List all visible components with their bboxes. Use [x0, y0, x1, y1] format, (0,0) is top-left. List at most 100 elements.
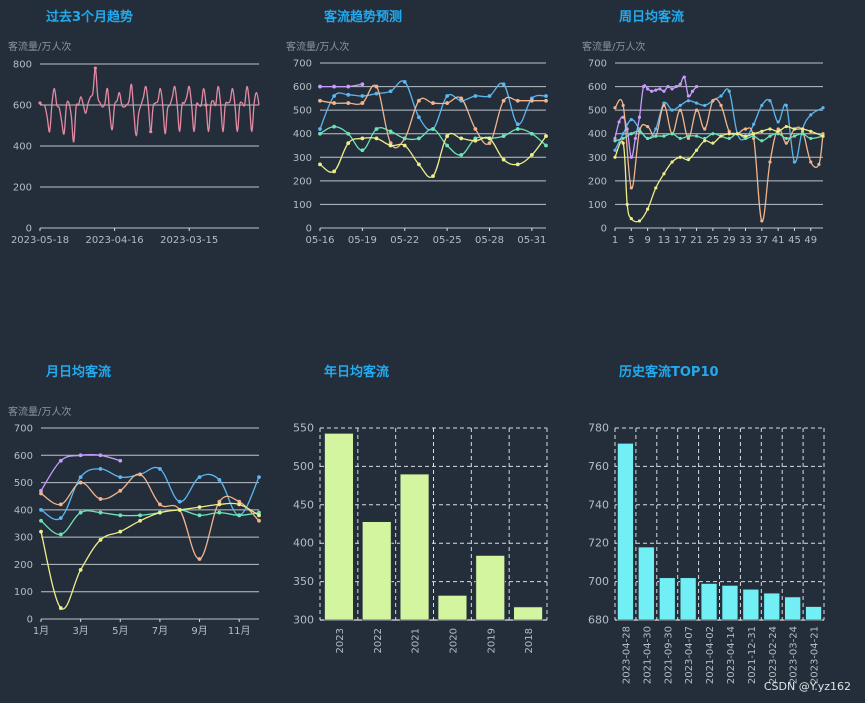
data-point: [678, 136, 682, 141]
series-line-s3: [614, 98, 824, 222]
line-chart: 0 200 400 600 800 2023-05-18 2023-04-16 2023-03…: [11, 60, 260, 246]
data-point: [459, 136, 464, 141]
data-point: [318, 127, 322, 131]
data-point: [678, 108, 682, 112]
data-point: [360, 101, 365, 105]
bar-2020: [437, 595, 468, 621]
data-point: [735, 132, 739, 136]
data-point: [694, 84, 699, 89]
data-point: [416, 98, 421, 103]
data-point: [809, 136, 813, 141]
data-point: [809, 160, 813, 164]
data-point: [515, 98, 520, 103]
y-tick-label: 720: [588, 537, 609, 550]
y-tick-label: 0: [306, 224, 312, 235]
x-tick-label: 05-22: [390, 235, 419, 246]
series-line-s4: [40, 509, 260, 536]
series-line-s5: [319, 132, 547, 178]
data-point: [617, 120, 621, 124]
data-point: [666, 84, 670, 89]
x-tick-label: 2019: [486, 628, 497, 653]
data-point: [58, 532, 63, 537]
y-tick-label: 300: [293, 614, 314, 627]
chart-title: 周日均客流: [619, 10, 685, 25]
data-point: [388, 129, 393, 134]
data-point: [711, 132, 715, 136]
data-point: [821, 106, 825, 110]
data-point: [58, 516, 63, 520]
data-point: [118, 529, 123, 534]
data-point: [39, 529, 43, 534]
data-point: [98, 467, 103, 471]
x-tick-label: 41: [772, 235, 785, 246]
y-tick-label: 600: [588, 82, 607, 93]
bar-2023-02-24: [763, 592, 780, 621]
data-point: [613, 139, 617, 143]
data-point: [402, 136, 407, 141]
data-point: [529, 131, 534, 136]
data-point: [784, 136, 788, 141]
data-point: [473, 138, 478, 143]
data-point: [149, 130, 153, 134]
data-point: [776, 129, 780, 133]
data-point: [346, 131, 351, 136]
watermark: CSDN @Y.yz162: [763, 680, 851, 693]
data-point: [39, 518, 43, 523]
data-point: [743, 134, 748, 138]
x-tick-label: 2021-04-02: [705, 626, 716, 684]
y-tick-label: 100: [14, 587, 33, 598]
data-point: [445, 94, 450, 98]
data-point: [138, 518, 142, 523]
bar-chart: 680 700 720 740 760 780 2023-04-28 2021-04-30 20…: [588, 422, 825, 684]
data-point: [158, 502, 162, 507]
data-point: [346, 101, 351, 105]
data-point: [473, 94, 478, 98]
data-point: [686, 136, 691, 141]
data-point: [158, 510, 162, 515]
data-point: [682, 75, 686, 79]
y-tick-label: 100: [588, 200, 607, 211]
data-point: [487, 136, 492, 141]
y-axis-unit: 客流量/万人次: [8, 407, 72, 418]
data-point: [501, 134, 506, 138]
data-point: [204, 103, 208, 107]
data-point: [58, 502, 63, 507]
data-point: [332, 94, 337, 98]
y-tick-label: 680: [588, 614, 609, 627]
bar-2021-04-02: [700, 583, 718, 621]
y-tick-label: 100: [293, 200, 312, 211]
data-point: [118, 513, 123, 518]
data-point: [487, 94, 492, 98]
y-tick-label: 200: [14, 560, 33, 571]
y-tick-label: 600: [293, 82, 312, 93]
data-point: [416, 162, 421, 167]
x-tick-label: 21: [690, 235, 703, 246]
y-tick-label: 0: [26, 224, 32, 235]
data-point: [801, 132, 805, 136]
data-point: [431, 101, 435, 105]
series-line-客流: [39, 67, 260, 143]
data-point: [662, 172, 666, 176]
x-tick-label: 5月: [112, 625, 128, 637]
y-tick-label: 400: [293, 129, 312, 140]
data-point: [529, 153, 534, 157]
data-point: [473, 127, 478, 131]
x-tick-label: 2023-04-28: [621, 626, 632, 684]
data-point: [694, 108, 699, 112]
data-point: [694, 134, 699, 138]
x-tick-label: 2023-04-21: [810, 626, 821, 684]
data-point: [662, 134, 666, 138]
data-point: [257, 475, 261, 480]
chart-panel-yearly: 年日均客流 300 350 400 450 500 550 2023 2022 2021 2020…: [283, 352, 573, 682]
data-point: [621, 132, 625, 136]
x-tick-label: 2020: [448, 628, 459, 653]
y-tick-label: 350: [293, 575, 314, 588]
y-tick-label: 500: [14, 478, 33, 489]
data-point: [703, 136, 707, 141]
data-point: [719, 94, 723, 98]
y-tick-label: 450: [293, 498, 314, 511]
y-tick-label: 300: [14, 533, 33, 544]
y-tick-label: 740: [588, 498, 609, 511]
data-point: [629, 155, 633, 159]
data-point: [727, 132, 731, 136]
